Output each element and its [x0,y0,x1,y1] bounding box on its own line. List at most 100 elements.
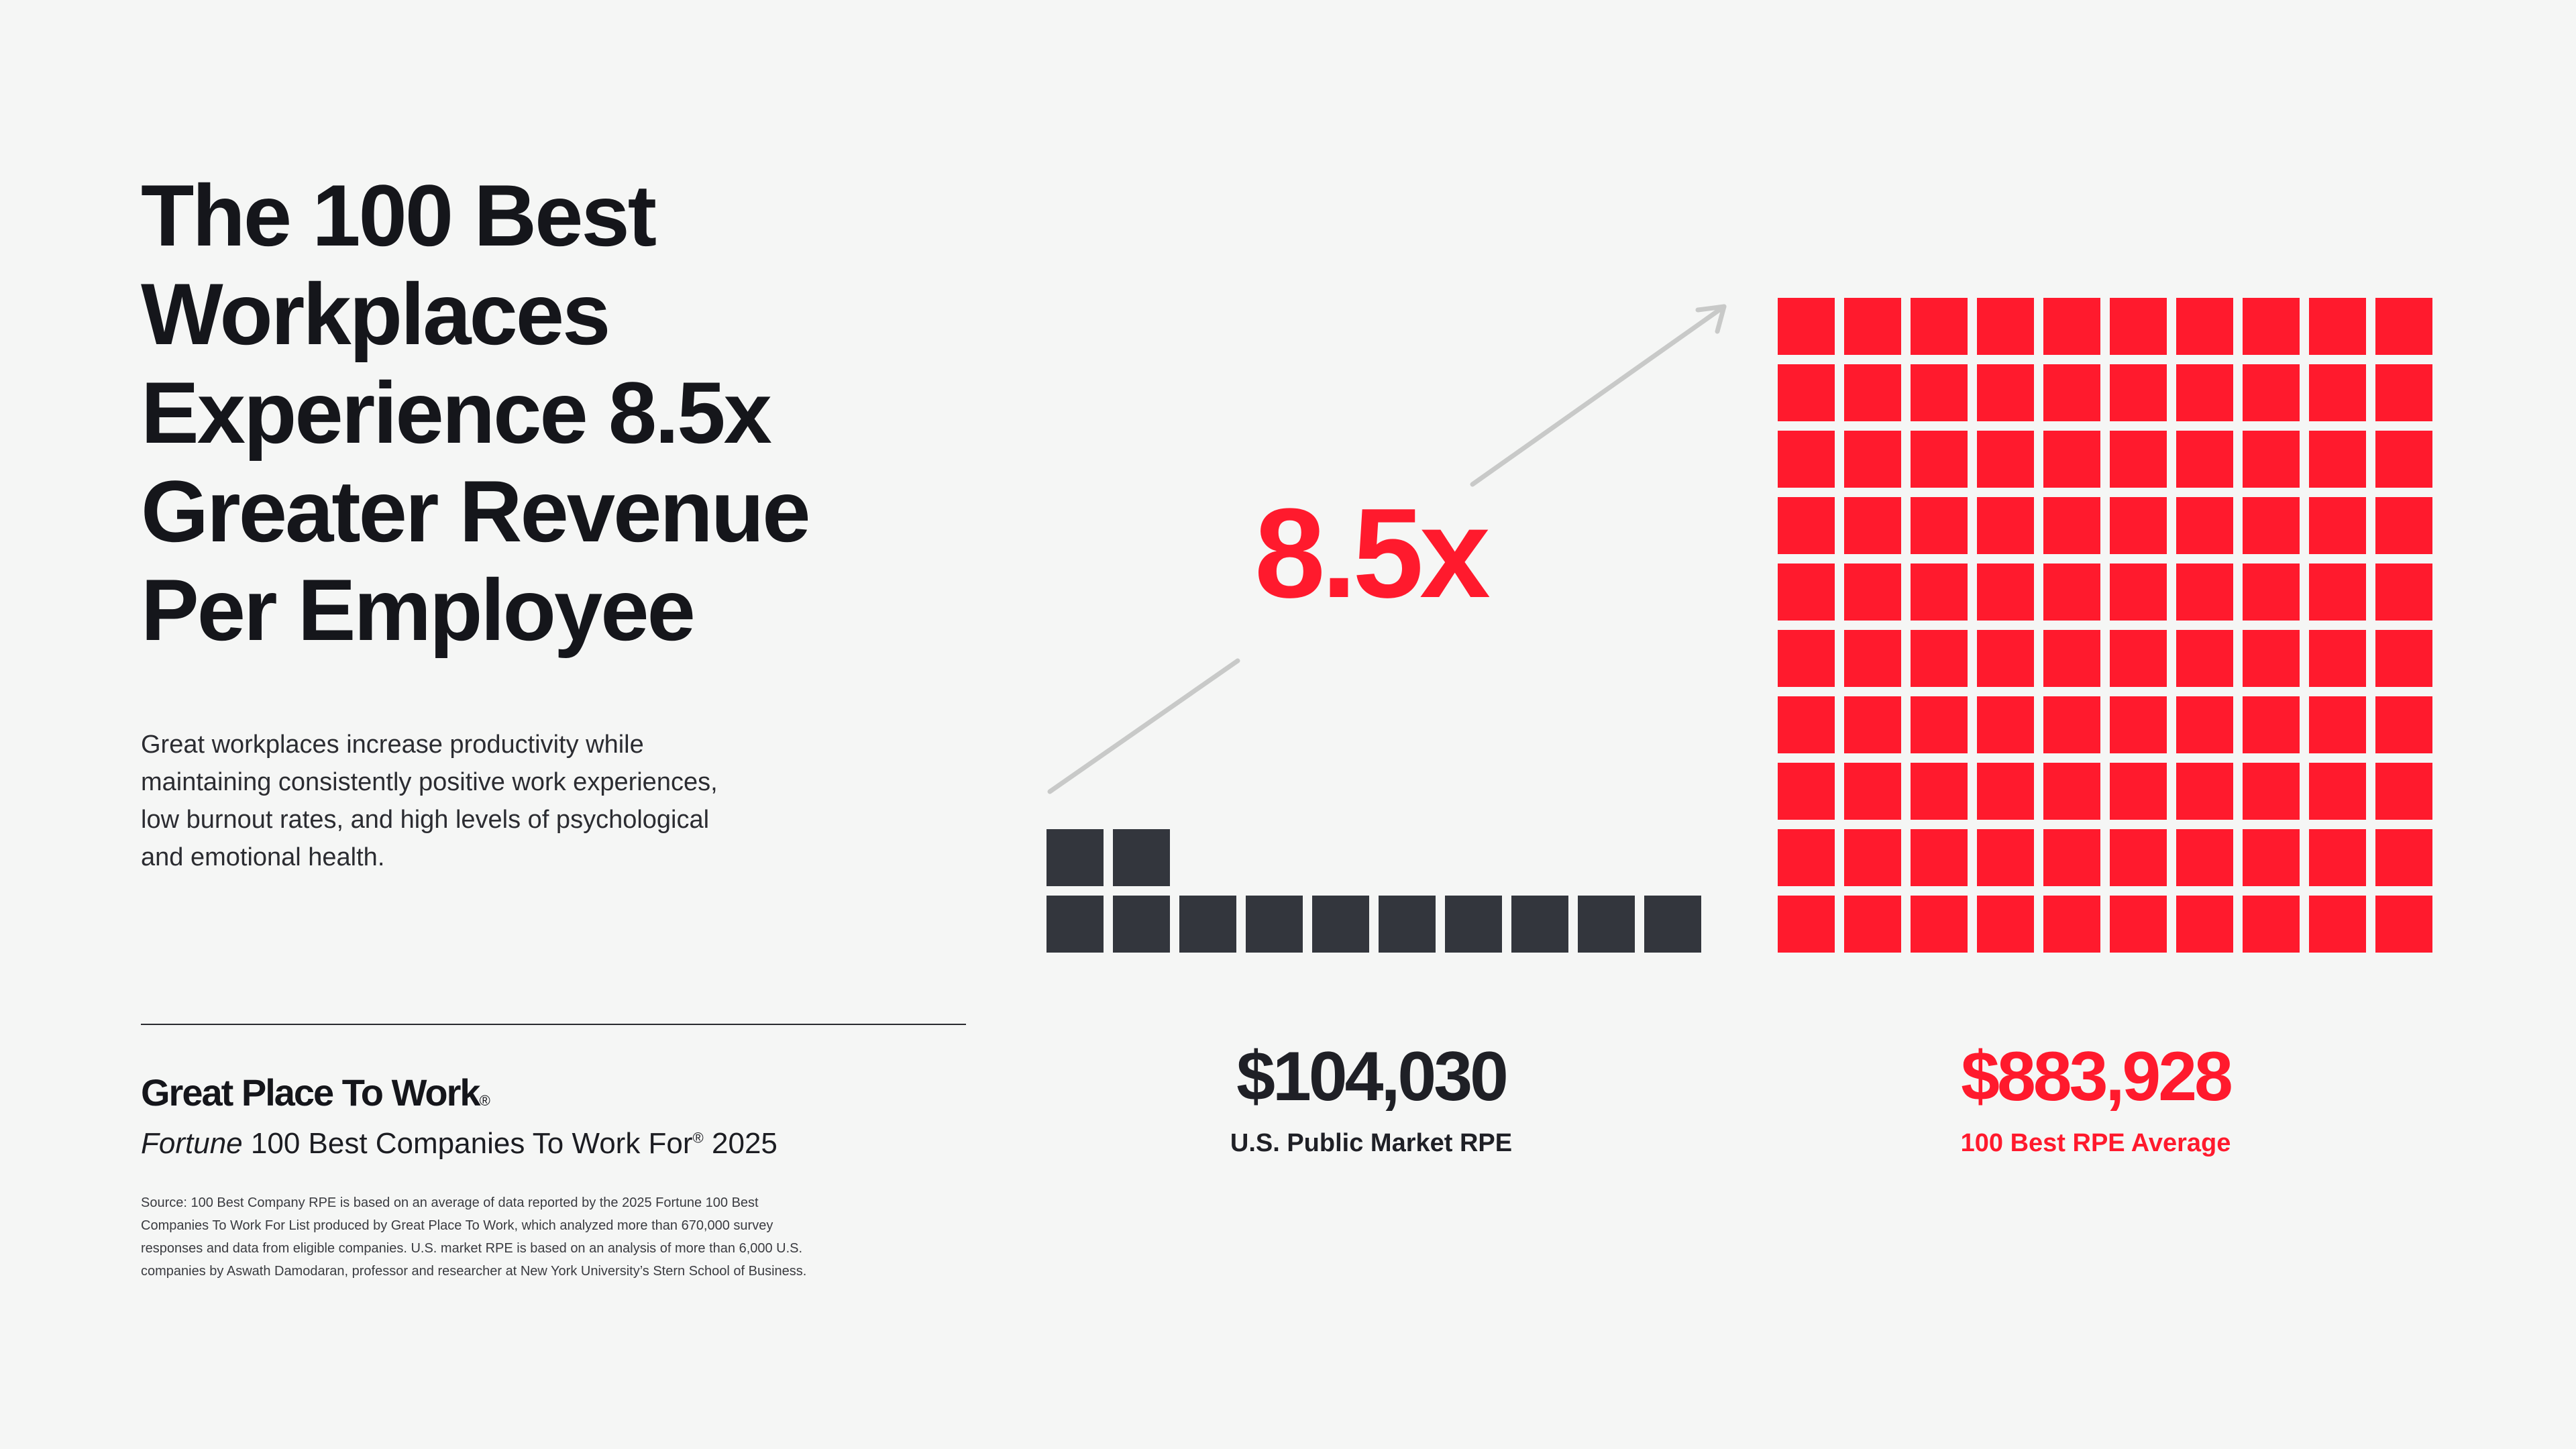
best-unit-square [2309,431,2366,488]
best-unit-square [1778,630,1835,687]
us-unit-square [1312,896,1369,953]
best-unit-square [1778,829,1835,886]
best-unit-square [2243,763,2300,820]
best-unit-square [2110,298,2167,355]
best-unit-square [2043,564,2100,621]
best-unit-square [2043,896,2100,953]
source-line: Companies To Work For List produced by G… [141,1218,773,1233]
list-registered-mark: ® [692,1129,704,1146]
best-unit-square [2176,630,2233,687]
best-unit-square [1977,364,2034,421]
best-unit-square [1911,763,1968,820]
best-unit-square [1911,696,1968,753]
brand-name: Great Place To Work [141,1071,481,1114]
best-unit-square [2110,564,2167,621]
best-companies-squares [1778,298,2432,953]
best-unit-square [1844,630,1901,687]
best-unit-square [1844,564,1901,621]
best-unit-square [1778,696,1835,753]
best-unit-square [2309,298,2366,355]
best-unit-square [2243,896,2300,953]
best-unit-square [2043,298,2100,355]
section-divider [141,1024,966,1025]
us-unit-square [1644,896,1701,953]
best-unit-square [1911,497,1968,554]
best-unit-square [2176,364,2233,421]
best-unit-square [2375,364,2432,421]
best-unit-square [2243,696,2300,753]
best-unit-square [2309,829,2366,886]
best-unit-square [1911,829,1968,886]
best-companies-caption: 100 Best RPE Average [1960,1129,2231,1157]
best-unit-square [2110,364,2167,421]
best-unit-square [1977,763,2034,820]
best-unit-square [1911,431,1968,488]
best-unit-square [2043,630,2100,687]
best-unit-square [2043,696,2100,753]
best-unit-square [2375,431,2432,488]
best-unit-square [2176,763,2233,820]
best-unit-square [1911,298,1968,355]
title-line: Per Employee [141,561,696,659]
source-line: Source: 100 Best Company RPE is based on… [141,1195,759,1210]
source-line: responses and data from eligible compani… [141,1241,803,1256]
title-line: The 100 Best [141,166,657,264]
best-unit-square [2243,829,2300,886]
best-unit-square [1778,564,1835,621]
best-unit-square [2110,896,2167,953]
best-unit-square [1778,763,1835,820]
us-unit-square [1046,896,1104,953]
us-unit-square [1578,896,1635,953]
best-unit-square [2309,696,2366,753]
best-companies-value: $883,928 [1961,1038,2233,1116]
best-unit-square [1977,497,2034,554]
best-unit-square [1778,364,1835,421]
us-unit-square [1113,829,1170,886]
page-title: The 100 Best Workplaces Experience 8.5x … [141,166,1013,659]
best-unit-square [1844,829,1901,886]
best-unit-square [2243,564,2300,621]
us-unit-square [1511,896,1568,953]
arrow-head [1715,304,1727,334]
us-unit-square [1179,896,1236,953]
best-unit-square [2243,630,2300,687]
best-unit-square [1778,896,1835,953]
best-unit-square [1911,564,1968,621]
brand-registered-mark: ® [479,1092,490,1109]
intro-paragraph: Great workplaces increase productivity w… [141,726,812,876]
best-unit-square [2043,763,2100,820]
us-market-squares [1046,829,1701,953]
best-unit-square [1844,497,1901,554]
best-unit-square [2375,564,2432,621]
best-unit-square [2243,364,2300,421]
unit-square-chart [1046,298,2432,953]
best-unit-square [2110,696,2167,753]
best-unit-square [2375,696,2432,753]
best-unit-square [2375,497,2432,554]
best-unit-square [2110,829,2167,886]
best-unit-square [2176,696,2233,753]
brand-logo: Great Place To Work® [141,1071,490,1114]
best-unit-square [2043,364,2100,421]
best-unit-square [2243,497,2300,554]
best-unit-square [1844,896,1901,953]
best-unit-square [2375,763,2432,820]
list-year: 2025 [712,1127,777,1160]
best-unit-square [1778,298,1835,355]
intro-line: and emotional health. [141,843,385,871]
best-unit-square [2043,497,2100,554]
best-unit-square [2309,763,2366,820]
arrow-icon [1047,304,1727,794]
title-line: Greater Revenue [141,462,811,560]
best-unit-square [2110,763,2167,820]
best-unit-square [2375,896,2432,953]
best-unit-square [2176,431,2233,488]
best-unit-square [2176,497,2233,554]
best-unit-square [1911,896,1968,953]
source-line: companies by Aswath Damodaran, professor… [141,1264,807,1279]
best-unit-square [1977,564,2034,621]
arrow-head [1695,304,1727,313]
best-unit-square [2110,630,2167,687]
best-unit-square [1977,298,2034,355]
title-line: Workplaces [141,265,610,363]
